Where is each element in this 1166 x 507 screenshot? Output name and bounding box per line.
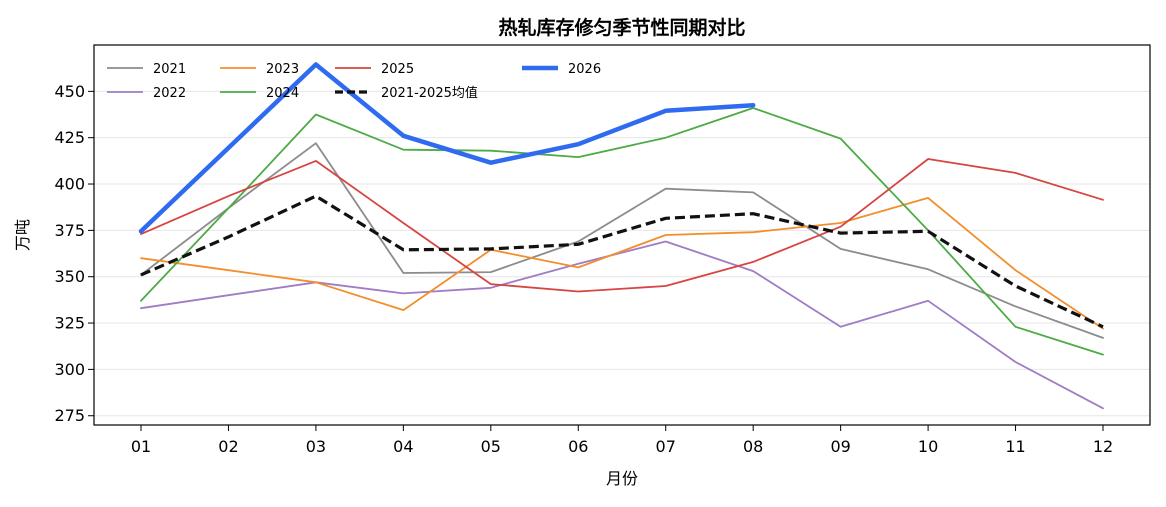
legend-label: 2024 xyxy=(266,86,299,101)
legend-item-2021-2025均值: 2021-2025均值 xyxy=(335,85,478,101)
y-tick-label: 300 xyxy=(54,360,85,379)
legend-item-2023: 2023 xyxy=(220,62,299,77)
x-tick-label: 03 xyxy=(306,437,326,456)
x-tick-label: 12 xyxy=(1093,437,1113,456)
x-tick-label: 04 xyxy=(393,437,413,456)
series-line-2025 xyxy=(140,158,1104,293)
legend-label: 2021-2025均值 xyxy=(381,85,478,101)
y-tick-label: 350 xyxy=(54,267,85,286)
y-tick-label: 425 xyxy=(54,128,85,147)
legend-label: 2026 xyxy=(568,62,601,77)
legend-label: 2023 xyxy=(266,62,299,77)
y-axis-label: 万吨 xyxy=(13,219,32,251)
series-line-2021 xyxy=(140,142,1104,339)
legend-item-2026: 2026 xyxy=(522,62,601,77)
grid-lines xyxy=(94,90,1150,417)
y-tick-label: 275 xyxy=(54,406,85,425)
series-line-2026 xyxy=(138,62,756,234)
x-tick-label: 10 xyxy=(918,437,938,456)
x-tick-label: 09 xyxy=(830,437,850,456)
x-tick-label: 07 xyxy=(656,437,676,456)
series-line-2024 xyxy=(140,107,1104,356)
axes: 275 300 325 350 375 400 425 450 01 02 03 04 05 06 07 08… xyxy=(54,44,1151,456)
x-tick-label: 01 xyxy=(131,437,151,456)
series-lines xyxy=(138,62,1104,410)
plot-frame xyxy=(93,44,1151,426)
series-line-2021-2025均值 xyxy=(140,194,1104,329)
x-tick-label: 05 xyxy=(481,437,501,456)
y-tick-label: 375 xyxy=(54,221,85,240)
series-line-2022 xyxy=(140,240,1104,410)
y-tick-label: 450 xyxy=(54,82,85,101)
y-tick-label: 400 xyxy=(54,175,85,194)
chart-title: 热轧库存修匀季节性同期对比 xyxy=(498,16,745,39)
x-tick-label: 11 xyxy=(1005,437,1025,456)
legend-item-2024: 2024 xyxy=(220,86,299,101)
x-tick-label: 02 xyxy=(218,437,238,456)
legend-label: 2022 xyxy=(153,86,186,101)
x-axis-label: 月份 xyxy=(606,469,638,488)
legend-label: 2025 xyxy=(381,62,414,77)
legend: 2021 2022 2023 2024 2025 2021-2025均值 2026 xyxy=(107,62,601,101)
legend-item-2022: 2022 xyxy=(107,86,186,101)
y-tick-label: 325 xyxy=(54,314,85,333)
series-line-2023 xyxy=(140,196,1104,330)
legend-item-2021: 2021 xyxy=(107,62,186,77)
x-tick-label: 08 xyxy=(743,437,763,456)
x-tick-label: 06 xyxy=(568,437,588,456)
legend-item-2025: 2025 xyxy=(335,62,414,77)
legend-label: 2021 xyxy=(153,62,186,77)
